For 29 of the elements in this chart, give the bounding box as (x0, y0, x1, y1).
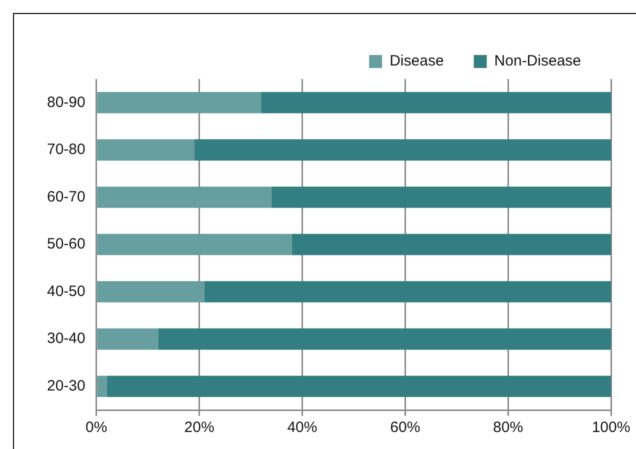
legend-label: Disease (390, 52, 444, 70)
bar (97, 376, 107, 397)
x-tick-label: 0% (86, 419, 108, 436)
x-tick-label: 60% (390, 419, 420, 436)
x-tick-label: 20% (184, 419, 214, 436)
bar (97, 186, 272, 208)
x-tick-label: 80% (493, 419, 524, 436)
y-tick-label: 60-70 (46, 188, 86, 206)
legend-label: Non-Disease (494, 52, 582, 70)
y-tick-label: 50-60 (46, 236, 86, 253)
y-tick-label: 20-30 (46, 378, 86, 394)
bar (97, 328, 158, 350)
x-tick-label: 100% (592, 419, 630, 436)
bar (158, 328, 611, 350)
bar (106, 376, 611, 397)
bar (97, 281, 204, 302)
y-tick-label: 30-40 (46, 330, 86, 348)
bar (204, 281, 611, 302)
bar (97, 234, 292, 256)
y-tick-label: 40-50 (46, 282, 86, 300)
bar (292, 234, 611, 256)
bar (97, 92, 262, 114)
x-tick-label: 40% (287, 419, 318, 436)
y-tick-label: 80-90 (46, 94, 86, 111)
bar (261, 92, 611, 114)
bar (271, 186, 611, 208)
bar (97, 139, 194, 161)
bar (194, 139, 611, 161)
y-tick-label: 70-80 (46, 141, 86, 158)
